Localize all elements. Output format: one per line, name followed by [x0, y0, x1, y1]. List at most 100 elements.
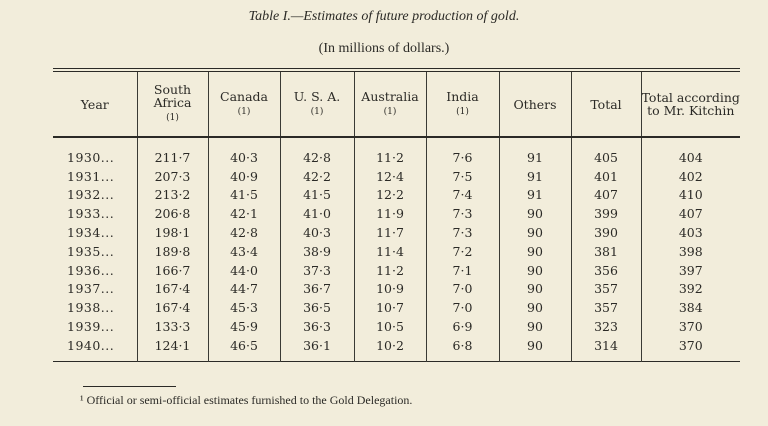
column-header-label: Canada — [220, 88, 268, 104]
value-cell: 404 — [640, 137, 740, 167]
value-cell: 384 — [640, 298, 740, 318]
value-cell: 45·3 — [207, 298, 280, 318]
value-cell: 38·9 — [279, 241, 354, 261]
value-cell: 189·8 — [136, 241, 208, 261]
value-cell: 40·3 — [207, 137, 280, 167]
value-cell: 90 — [498, 223, 571, 242]
value-cell: 7·6 — [425, 137, 499, 167]
value-cell: 167·4 — [136, 279, 208, 299]
footnote-marker: (1) — [310, 106, 324, 117]
value-cell: 390 — [570, 223, 641, 242]
value-cell: 12·2 — [353, 185, 426, 205]
value-cell: 397 — [640, 260, 740, 280]
value-cell: 403 — [640, 223, 740, 242]
value-cell: 90 — [498, 204, 571, 224]
value-cell: 90 — [498, 241, 571, 261]
value-cell: 6·8 — [425, 335, 499, 362]
value-cell: 91 — [498, 185, 571, 205]
value-cell: 91 — [498, 166, 571, 186]
value-cell: 7·1 — [425, 260, 499, 280]
value-cell: 36·7 — [279, 279, 354, 299]
column-header: Canada (1) — [207, 70, 280, 138]
year-cell: 1935... — [67, 243, 115, 259]
value-cell: 10·7 — [353, 298, 426, 318]
value-cell: 11·7 — [353, 223, 426, 242]
table-subtitle: (In millions of dollars.) — [318, 41, 450, 56]
value-cell: 41·5 — [279, 185, 354, 205]
value-cell: 7·3 — [425, 204, 499, 224]
value-cell: 12·4 — [353, 166, 426, 186]
table-row: 1930... 211·7 40·3 42·8 11·2 7·6 91 405 404 — [53, 137, 740, 167]
value-cell: 44·0 — [207, 260, 280, 280]
column-header-label: Year — [80, 96, 109, 112]
column-header: South Africa (1) — [136, 70, 208, 138]
table-row: 1933... 206·8 42·1 41·0 11·9 7·3 90 399 407 — [53, 204, 740, 224]
year-cell: 1932... — [67, 187, 115, 203]
value-cell: 91 — [498, 137, 571, 167]
value-cell: 357 — [570, 298, 641, 318]
table-row: 1932... 213·2 41·5 41·5 12·2 7·4 91 407 410 — [53, 185, 740, 205]
header-row: Year South Africa (1) Canada (1) U. S. A. (1) A… — [53, 70, 740, 138]
column-header: Others — [498, 70, 571, 138]
year-cell: 1930... — [67, 149, 115, 165]
value-cell: 90 — [498, 298, 571, 318]
value-cell: 42·2 — [279, 166, 354, 186]
value-cell: 6·9 — [425, 317, 499, 336]
value-cell: 90 — [498, 335, 571, 362]
year-cell: 1931... — [67, 168, 115, 184]
column-header-label: South Africa — [153, 82, 192, 110]
column-header-label: Australia — [361, 88, 419, 104]
column-header-label: Others — [513, 96, 557, 112]
year-cell: 1937... — [67, 281, 115, 297]
gold-production-table: Year South Africa (1) Canada (1) U. S. A. (1) A… — [53, 68, 740, 362]
value-cell: 36·3 — [279, 317, 354, 336]
column-header: U. S. A. (1) — [279, 70, 354, 138]
value-cell: 40·9 — [207, 166, 280, 186]
value-cell: 407 — [640, 204, 740, 224]
value-cell: 7·3 — [425, 223, 499, 242]
column-header: Total according to Mr. Kitchin — [640, 70, 740, 138]
value-cell: 213·2 — [136, 185, 208, 205]
value-cell: 314 — [570, 335, 641, 362]
value-cell: 40·3 — [279, 223, 354, 242]
value-cell: 90 — [498, 317, 571, 336]
column-header: Australia (1) — [353, 70, 426, 138]
value-cell: 7·0 — [425, 279, 499, 299]
value-cell: 198·1 — [136, 223, 208, 242]
value-cell: 37·3 — [279, 260, 354, 280]
table-row: 1931... 207·3 40·9 42·2 12·4 7·5 91 401 402 — [53, 166, 740, 186]
value-cell: 401 — [570, 166, 641, 186]
value-cell: 407 — [570, 185, 641, 205]
value-cell: 44·7 — [207, 279, 280, 299]
value-cell: 36·1 — [279, 335, 354, 362]
value-cell: 124·1 — [136, 335, 208, 362]
column-header-label: U. S. A. — [293, 88, 341, 104]
value-cell: 45·9 — [207, 317, 280, 336]
footnote-marker: (1) — [383, 106, 397, 117]
footnote-rule — [83, 386, 176, 387]
value-cell: 133·3 — [136, 317, 208, 336]
table-row: 1938... 167·4 45·3 36·5 10·7 7·0 90 357 384 — [53, 298, 740, 318]
value-cell: 398 — [640, 241, 740, 261]
value-cell: 41·0 — [279, 204, 354, 224]
value-cell: 167·4 — [136, 298, 208, 318]
footnote-marker: (1) — [166, 113, 179, 123]
value-cell: 410 — [640, 185, 740, 205]
value-cell: 10·2 — [353, 335, 426, 362]
footnote-marker: (1) — [237, 106, 251, 117]
table-row: 1940... 124·1 46·5 36·1 10·2 6·8 90 314 370 — [53, 335, 740, 362]
value-cell: 370 — [640, 317, 740, 336]
value-cell: 405 — [570, 137, 641, 167]
footnote: ¹ Official or semi-official estimates fu… — [80, 393, 413, 407]
value-cell: 90 — [498, 279, 571, 299]
year-cell: 1936... — [67, 262, 115, 278]
value-cell: 206·8 — [136, 204, 208, 224]
value-cell: 392 — [640, 279, 740, 299]
value-cell: 11·9 — [353, 204, 426, 224]
footnote-marker: (1) — [456, 106, 469, 117]
value-cell: 43·4 — [207, 241, 280, 261]
value-cell: 11·2 — [353, 260, 426, 280]
value-cell: 211·7 — [136, 137, 208, 167]
column-header-label: India — [446, 88, 479, 104]
table-title: Table I.—Estimates of future production … — [248, 9, 520, 24]
